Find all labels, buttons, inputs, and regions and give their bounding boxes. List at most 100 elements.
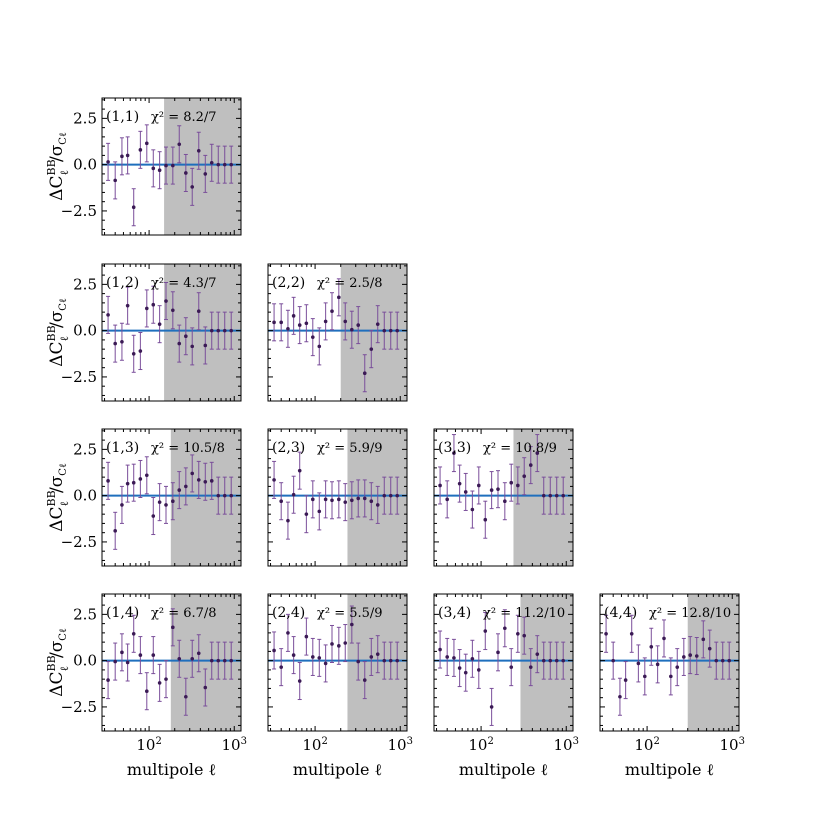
data-point [548, 641, 553, 680]
data-marker [682, 655, 686, 659]
data-marker [317, 509, 322, 514]
data-marker [535, 451, 540, 455]
data-marker [554, 493, 559, 498]
data-point [362, 661, 367, 700]
y-axis-label: ΔCBBℓ/σCℓ [45, 628, 71, 697]
axes-frame [599, 593, 740, 732]
data-point [297, 662, 302, 701]
data-marker [561, 658, 566, 663]
data-point [144, 289, 149, 328]
data-point [548, 476, 553, 515]
data-point [330, 624, 335, 663]
data-marker [369, 499, 374, 504]
data-marker [489, 488, 494, 492]
data-point [561, 476, 566, 515]
xtick-label: 103 [554, 736, 579, 754]
data-point [222, 476, 227, 515]
data-point [272, 303, 277, 342]
data-point [151, 149, 156, 188]
data-point [655, 645, 660, 684]
data-marker [655, 662, 660, 667]
data-marker [623, 678, 628, 682]
data-marker [642, 674, 647, 679]
data-marker [171, 625, 175, 630]
chi-squared-label: χ² = 10.8/9 [483, 441, 557, 456]
data-marker [669, 674, 673, 679]
data-point [310, 637, 315, 676]
data-point [222, 311, 227, 350]
data-point [528, 446, 533, 485]
data-marker [350, 327, 354, 332]
data-point [369, 482, 374, 521]
data-point [554, 476, 559, 515]
data-marker [452, 656, 456, 660]
data-point [157, 483, 162, 522]
data-marker [184, 694, 188, 699]
data-point [183, 153, 188, 192]
data-point [170, 291, 175, 330]
data-marker [190, 656, 195, 661]
data-point [375, 485, 380, 524]
data-marker [375, 322, 380, 326]
data-point [113, 642, 118, 681]
data-marker [503, 626, 507, 631]
data-point [720, 641, 725, 680]
data-marker [125, 153, 130, 158]
data-point [688, 636, 693, 675]
data-point [445, 480, 450, 519]
xtick-label: 102 [468, 736, 493, 754]
data-marker [516, 632, 520, 636]
data-point [190, 327, 195, 366]
data-point [623, 661, 628, 700]
y-axis-label: ΔCBBℓ/σCℓ [45, 463, 71, 532]
panel-pair-label: (3,3) [438, 440, 471, 456]
axes-frame [267, 593, 408, 732]
data-marker [330, 642, 334, 646]
data-marker [272, 648, 276, 653]
ytick-label: −2.5 [61, 533, 97, 551]
data-point [323, 480, 328, 519]
data-point [445, 637, 450, 676]
data-marker [503, 499, 507, 504]
data-marker [177, 341, 182, 346]
chi-squared-label: χ² = 11.2/10 [483, 606, 565, 621]
ytick-label: 0.0 [73, 156, 97, 174]
data-marker [343, 641, 348, 645]
data-point [157, 663, 162, 702]
data-point [131, 463, 136, 502]
data-marker [395, 658, 400, 663]
subplot-2-2: (2,2) χ² = 2.5/8 [267, 263, 408, 402]
data-marker [629, 632, 634, 636]
data-marker [222, 328, 227, 333]
data-marker [445, 497, 449, 502]
data-marker [470, 507, 475, 512]
data-point [304, 304, 309, 343]
data-point [330, 292, 335, 331]
data-point [489, 687, 494, 726]
data-point [336, 278, 341, 317]
data-marker [184, 484, 188, 489]
data-marker [113, 529, 117, 533]
data-point [541, 641, 546, 680]
data-point [611, 641, 616, 680]
data-marker [190, 471, 195, 476]
data-marker [229, 493, 234, 498]
data-marker [675, 665, 680, 669]
data-marker [209, 328, 214, 333]
data-point [369, 637, 374, 676]
data-point [177, 639, 182, 678]
data-point [216, 145, 221, 184]
data-marker [369, 655, 374, 659]
data-point [483, 612, 488, 651]
data-marker [138, 477, 143, 481]
data-marker [279, 499, 283, 504]
data-marker [209, 479, 214, 483]
data-point [457, 649, 462, 688]
xtick-label: 102 [634, 736, 659, 754]
data-point [362, 479, 367, 518]
data-point [649, 627, 654, 666]
data-marker [196, 478, 201, 482]
data-point [304, 495, 309, 534]
data-marker [330, 309, 334, 314]
